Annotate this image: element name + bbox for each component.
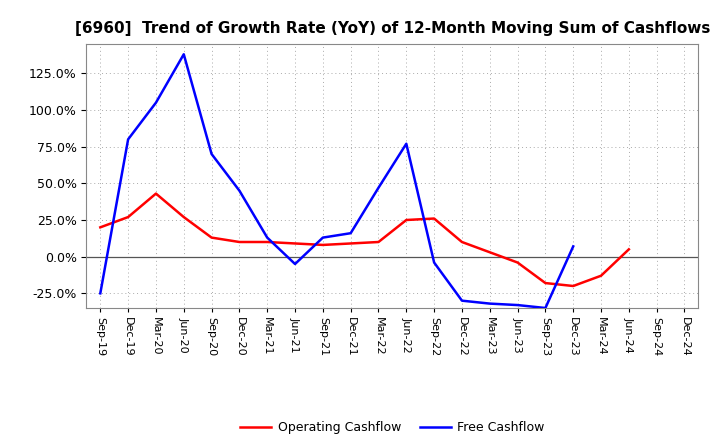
Free Cashflow [569, 244, 577, 249]
Operating Cashflow [569, 283, 577, 289]
Free Cashflow [458, 298, 467, 303]
Free Cashflow [485, 301, 494, 306]
Free Cashflow [430, 260, 438, 265]
Operating Cashflow [318, 242, 327, 248]
Free Cashflow [318, 235, 327, 240]
Operating Cashflow [374, 239, 383, 245]
Operating Cashflow [624, 247, 633, 252]
Operating Cashflow [124, 214, 132, 220]
Operating Cashflow [541, 280, 550, 286]
Free Cashflow [235, 188, 243, 193]
Operating Cashflow [458, 239, 467, 245]
Free Cashflow [207, 151, 216, 157]
Free Cashflow [96, 291, 104, 296]
Free Cashflow [513, 302, 522, 308]
Legend: Operating Cashflow, Free Cashflow: Operating Cashflow, Free Cashflow [235, 416, 549, 439]
Operating Cashflow [235, 239, 243, 245]
Operating Cashflow [346, 241, 355, 246]
Line: Operating Cashflow: Operating Cashflow [100, 194, 629, 286]
Operating Cashflow [485, 249, 494, 255]
Operating Cashflow [402, 217, 410, 223]
Free Cashflow [179, 51, 188, 57]
Line: Free Cashflow: Free Cashflow [100, 54, 573, 308]
Operating Cashflow [597, 273, 606, 279]
Free Cashflow [291, 261, 300, 267]
Operating Cashflow [291, 241, 300, 246]
Free Cashflow [124, 137, 132, 142]
Operating Cashflow [207, 235, 216, 240]
Free Cashflow [152, 100, 161, 105]
Operating Cashflow [152, 191, 161, 196]
Free Cashflow [402, 141, 410, 147]
Free Cashflow [346, 231, 355, 236]
Operating Cashflow [263, 239, 271, 245]
Operating Cashflow [179, 214, 188, 220]
Operating Cashflow [513, 260, 522, 265]
Title: [6960]  Trend of Growth Rate (YoY) of 12-Month Moving Sum of Cashflows: [6960] Trend of Growth Rate (YoY) of 12-… [75, 21, 710, 36]
Free Cashflow [263, 235, 271, 240]
Free Cashflow [541, 305, 550, 311]
Free Cashflow [374, 185, 383, 191]
Operating Cashflow [430, 216, 438, 221]
Operating Cashflow [96, 225, 104, 230]
